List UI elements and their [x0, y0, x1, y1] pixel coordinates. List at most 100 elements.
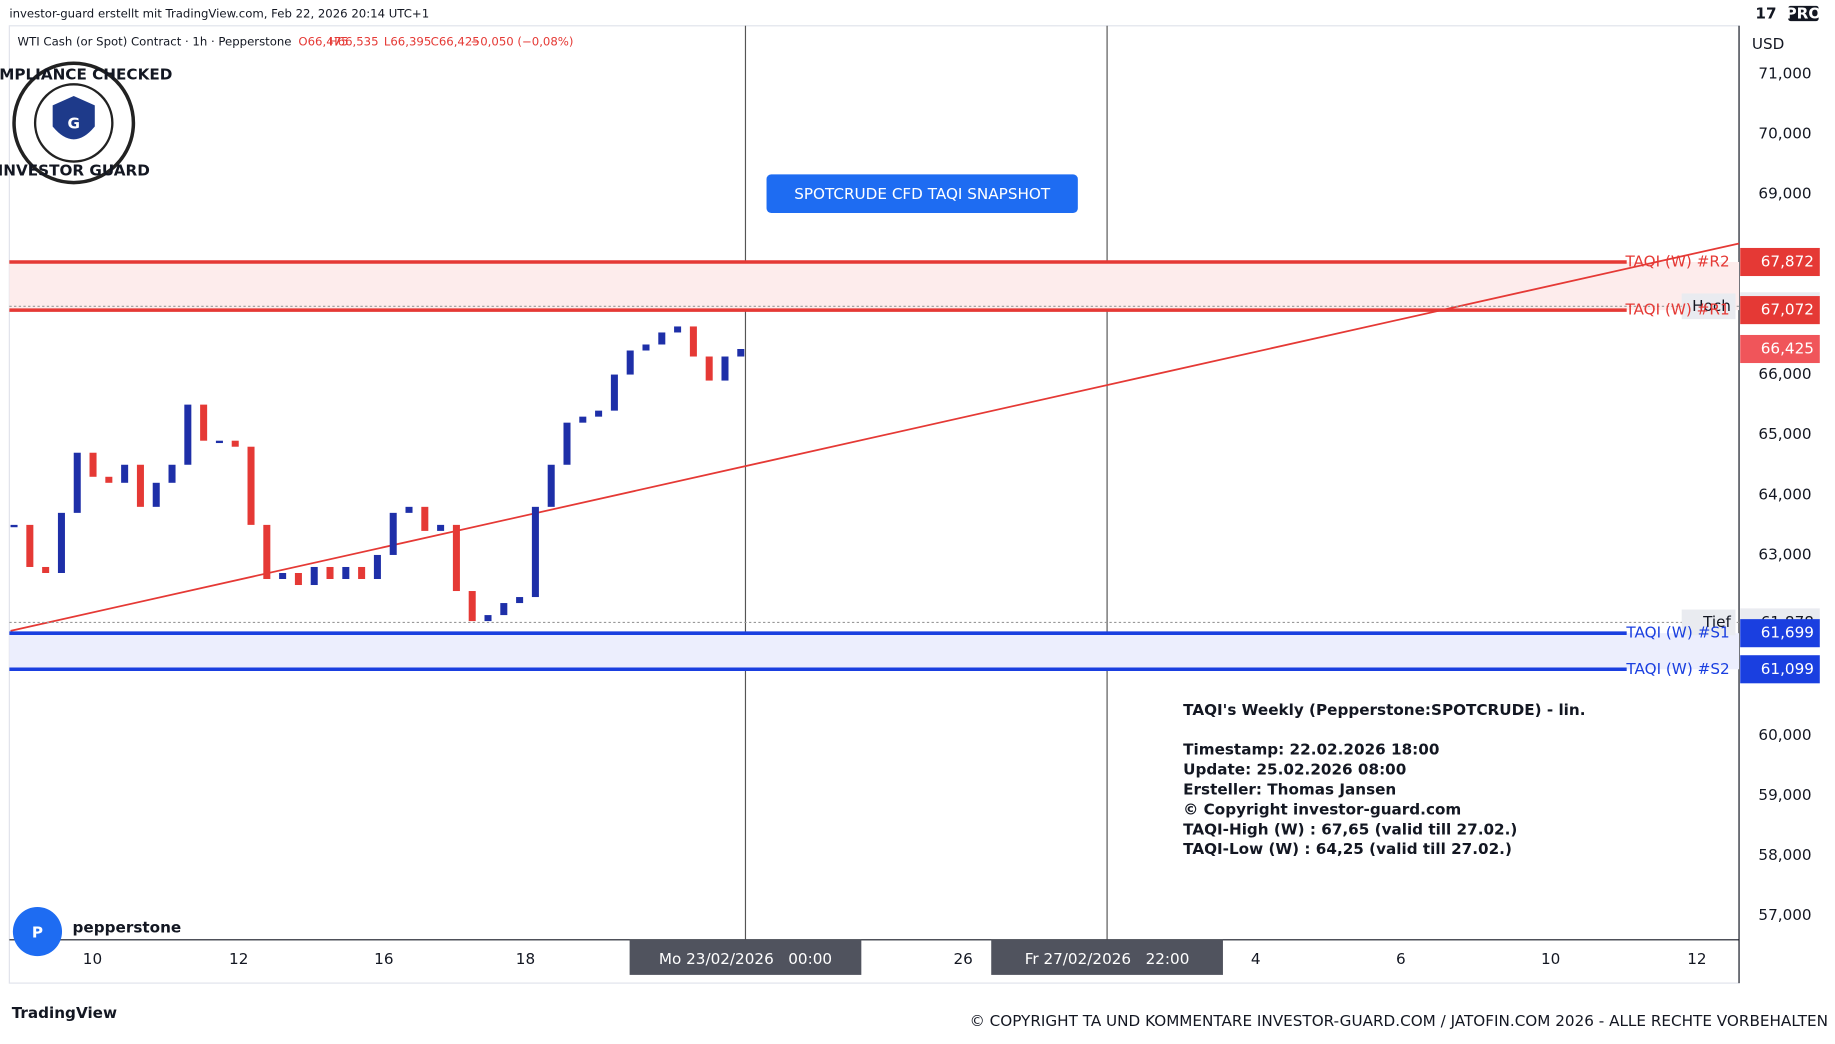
y-tick-label: 71,000 [1758, 64, 1811, 82]
price-tag [1740, 247, 1820, 277]
candle [421, 506, 429, 531]
price-tag [1740, 296, 1820, 325]
tv-logo: 17 [1755, 5, 1776, 23]
candle [73, 452, 81, 513]
candle [563, 422, 571, 465]
symbol: WTI Cash (or Spot) Contract · 1h · Peppe… [18, 35, 292, 49]
candle [737, 349, 745, 357]
level-name: TAQI (W) #S2 [1625, 660, 1729, 678]
banner-box [766, 174, 1078, 214]
badge-g: G [67, 115, 79, 133]
y-tick-label: 58,000 [1758, 846, 1811, 864]
platform: TradingView [12, 1004, 117, 1022]
candle [200, 404, 208, 441]
candle [294, 572, 302, 586]
candle [10, 524, 18, 528]
y-tick-label: 60,000 [1758, 726, 1811, 744]
currency: USD [1752, 35, 1785, 53]
banner: SPOTCRUDE CFD TAQI SNAPSHOT [794, 185, 1051, 203]
x-tick-label: 26 [953, 950, 972, 968]
pepperstone-p: P [32, 923, 43, 941]
ohlc: L66,395 [384, 35, 431, 49]
ohlc: C66,425 [431, 35, 480, 49]
candle [437, 524, 445, 531]
candle [610, 374, 618, 411]
price-tag-label: 67,072 [1761, 301, 1814, 319]
candle [373, 554, 381, 580]
candle [136, 464, 144, 507]
candle [326, 566, 334, 580]
pro-box [1788, 5, 1819, 22]
info-line: Ersteller: Thomas Jansen [1183, 780, 1396, 798]
candle [579, 416, 587, 423]
level-name: Tief [1702, 613, 1731, 631]
candle [105, 476, 113, 483]
y-tick-label: 59,000 [1758, 786, 1811, 804]
x-tick-label: 12 [229, 950, 248, 968]
x-tick-label: Fr 27/02/2026 22:00 [1025, 950, 1190, 968]
price-tag [1740, 619, 1820, 648]
y-tick-label: 65,000 [1758, 425, 1811, 443]
level-name: TAQI (W) #S1 [1625, 624, 1729, 642]
candle [26, 524, 34, 567]
candle [184, 404, 192, 465]
level-name: Hoch [1692, 297, 1731, 315]
candle [468, 591, 476, 622]
x-tick-label: 10 [83, 950, 102, 968]
candle [658, 332, 666, 345]
candle [531, 506, 539, 598]
level-name-box [1681, 293, 1736, 320]
level-name: TAQI (W) #R1 [1624, 301, 1729, 319]
y-tick-label: 69,000 [1758, 185, 1811, 203]
pepperstone-icon [12, 907, 63, 957]
candle [689, 326, 697, 357]
candle [42, 566, 50, 573]
level-name-box [1681, 609, 1736, 636]
candle [215, 440, 223, 444]
ohlc: −0,050 (−0,08%) [470, 35, 573, 49]
level-name: TAQI (W) #R2 [1624, 252, 1729, 270]
x-label-box [991, 939, 1223, 975]
badge: G COMPLIANCE CHECKED INVESTOR GUARD [0, 61, 172, 185]
candle [626, 350, 634, 375]
x-tick-label: 10 [1541, 950, 1560, 968]
y-tick-label: 70,000 [1758, 125, 1811, 143]
y-tick-label: 64,000 [1758, 485, 1811, 503]
price-tag-label: 61,099 [1761, 660, 1814, 678]
info-line: TAQI-Low (W) : 64,25 (valid till 27.02.) [1183, 840, 1512, 858]
info-line: Timestamp: 22.02.2026 18:00 [1183, 741, 1439, 759]
candle [452, 524, 460, 592]
trend-line [10, 242, 1740, 632]
candle [89, 452, 97, 477]
price-tag-label: 66,425 [1761, 340, 1814, 358]
ohlc: H66,535 [329, 35, 379, 49]
candle [721, 356, 729, 381]
info-line: TAQI-High (W) : 67,65 (valid till 27.02.… [1183, 820, 1517, 838]
source: investor-guard erstellt mit TradingView.… [9, 7, 429, 21]
badge-shield [52, 96, 95, 140]
badge-bottom: INVESTOR GUARD [0, 161, 150, 179]
candle [231, 440, 239, 447]
price-tag-label: 61,699 [1761, 624, 1814, 642]
candle [168, 464, 176, 483]
y-tick-label: 63,000 [1758, 545, 1811, 563]
candle [705, 356, 713, 381]
candle [310, 566, 318, 586]
copyright: © COPYRIGHT TA UND KOMMENTARE INVESTOR-G… [970, 1012, 1828, 1030]
price-tag [1740, 655, 1820, 684]
badge-top: COMPLIANCE CHECKED [0, 65, 172, 83]
x-tick-label: 4 [1251, 950, 1261, 968]
x-label-box [629, 939, 862, 975]
price-tag [1740, 334, 1820, 364]
candle [405, 506, 413, 513]
info-line: Update: 25.02.2026 08:00 [1183, 761, 1406, 779]
x-tick-label: 12 [1687, 950, 1706, 968]
zone [9, 633, 1740, 670]
pro: PRO [1786, 5, 1822, 23]
candle [595, 410, 603, 417]
y-tick-label: 66,000 [1758, 365, 1811, 383]
candle [152, 482, 160, 507]
candle [247, 446, 255, 525]
info-line: © Copyright investor-guard.com [1183, 800, 1461, 818]
